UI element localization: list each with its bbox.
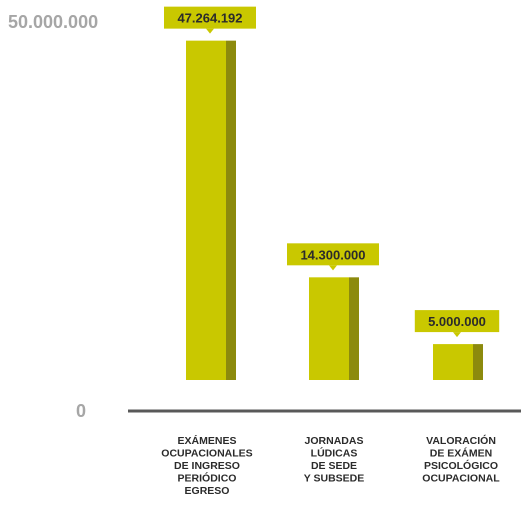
bar-side-1 (226, 40, 236, 381)
category-label-2-line-3: DE SEDE (311, 460, 357, 472)
value-label-3: 5.000.000 (428, 314, 486, 329)
category-label-2-line-1: JORNADAS (305, 435, 364, 447)
category-label-3: VALORACIÓN DE EXÁMEN PSICOLÓGICO OCUPACIONA… (422, 434, 500, 485)
value-label-bubble-1 (164, 6, 256, 29)
value-label-pointer-1 (206, 28, 214, 34)
category-label-3-line-2: DE EXÁMEN (430, 447, 492, 460)
category-label-3-line-4: OCUPACIONAL (422, 473, 500, 485)
category-label-2-line-4: Y SUBSEDE (304, 473, 365, 485)
y-tick-label-zero: 0 (76, 401, 86, 421)
category-label-1: EXÁMENES OCUPACIONALES DE INGRESO PERIÓDICO… (161, 434, 252, 497)
category-label-1-line-4: PERIÓDICO (178, 472, 237, 485)
value-label-2: 14.300.000 (300, 247, 365, 262)
category-label-3-line-1: VALORACIÓN (426, 434, 496, 447)
bar-front-3 (433, 344, 473, 380)
category-label-2-line-2: LÚDICAS (311, 447, 358, 460)
category-label-1-line-3: DE INGRESO (174, 460, 240, 472)
category-label-1-line-1: EXÁMENES (178, 434, 237, 447)
y-tick-label-max: 50.000.000 (8, 12, 98, 32)
value-label-pointer-3 (453, 332, 461, 338)
bar-front-1 (186, 40, 226, 381)
category-label-2: JORNADAS LÚDICAS DE SEDE Y SUBSEDE (304, 435, 365, 485)
value-label-bubble-2 (287, 243, 379, 266)
value-label-pointer-2 (329, 265, 337, 271)
bar-side-2 (349, 277, 359, 380)
category-label-1-line-5: EGRESO (185, 485, 230, 497)
value-label-1: 47.264.192 (177, 11, 242, 26)
category-label-3-line-3: PSICOLÓGICO (424, 459, 498, 472)
category-label-1-line-2: OCUPACIONALES (161, 448, 252, 460)
value-label-bubble-3 (414, 310, 500, 333)
bars-layer: 47.264.192 EXÁMENES OCUPACIONALES DE INGRES… (161, 6, 500, 497)
bar-side-3 (473, 344, 483, 380)
bar-front-2 (309, 277, 349, 380)
